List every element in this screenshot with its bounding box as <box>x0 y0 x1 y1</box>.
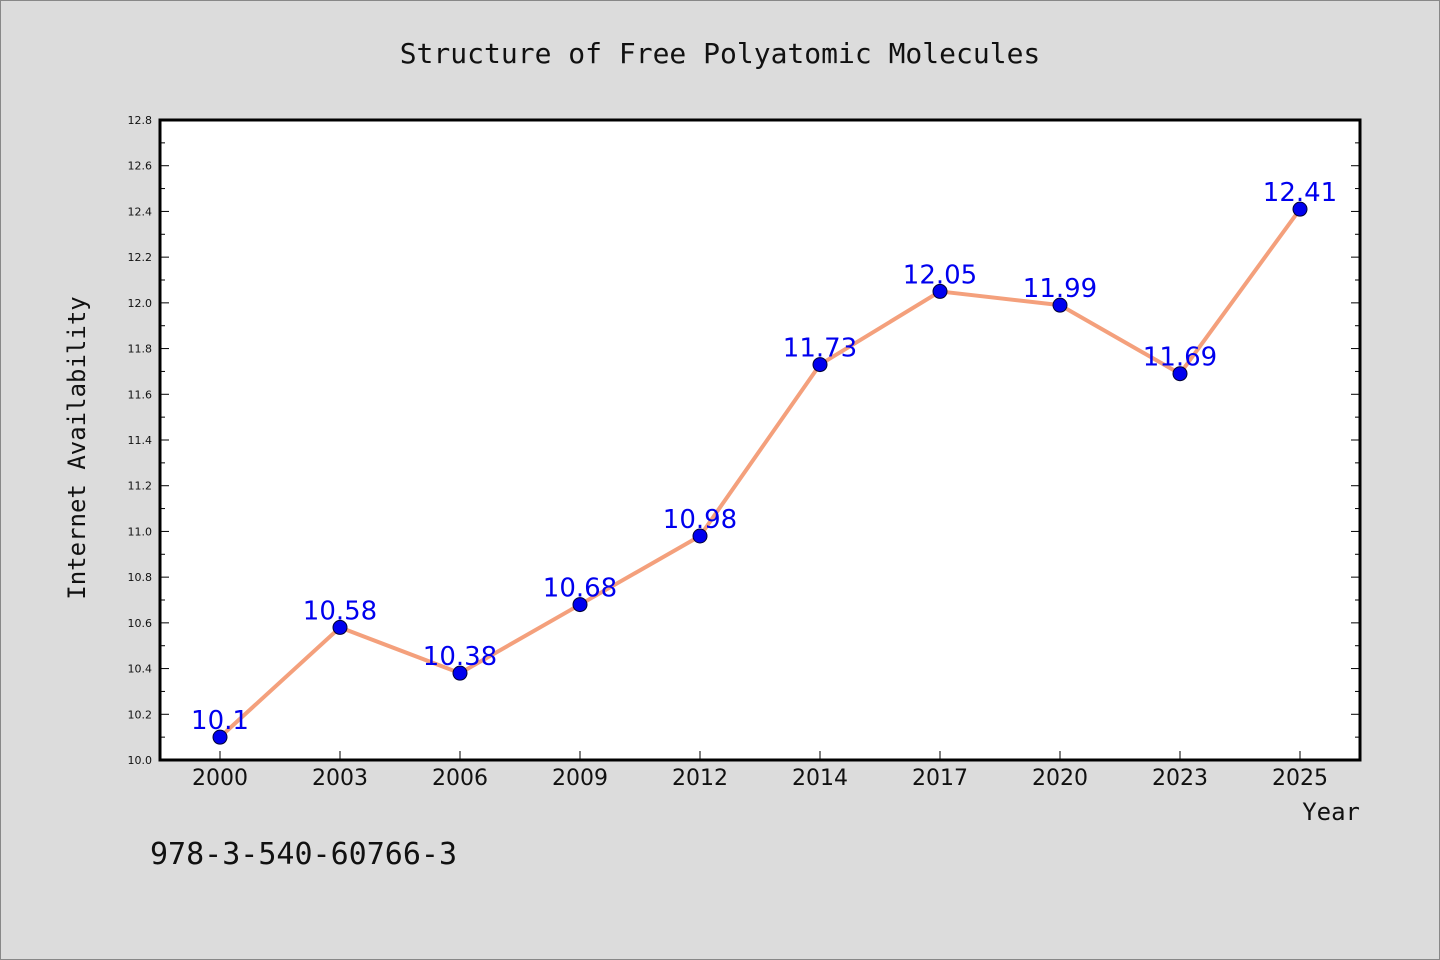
x-tick-label: 2012 <box>672 766 728 791</box>
y-tick-label: 10.2 <box>128 708 153 721</box>
data-point <box>812 357 828 373</box>
data-label: 10.98 <box>663 505 737 535</box>
data-point <box>212 729 228 745</box>
data-markers <box>212 201 1308 745</box>
series-line <box>218 207 1302 740</box>
chart-title: Structure of Free Polyatomic Molecules <box>400 37 1041 70</box>
data-labels: 10.1 10.58 10.38 10.68 10.98 11.73 12.05 11.99 1… <box>191 178 1337 736</box>
data-label: 12.05 <box>903 260 977 290</box>
y-tick-label: 10.4 <box>128 663 153 676</box>
x-tick-label: 2003 <box>312 766 368 791</box>
data-label: 12.41 <box>1263 178 1337 208</box>
data-label: 11.73 <box>783 334 857 364</box>
data-label: 11.69 <box>1143 343 1217 373</box>
y-tick-label: 11.0 <box>128 525 153 538</box>
data-point <box>1292 201 1308 217</box>
y-tick-label: 12.4 <box>128 205 153 218</box>
isbn-footer: 978-3-540-60766-3 <box>150 837 457 872</box>
y-axis-ticks: 10.0 10.2 10.4 10.6 10.8 11.0 11.2 11.4 11.6 11.8… <box>128 114 1360 767</box>
y-tick-label: 10.8 <box>128 571 153 584</box>
x-tick-label: 2009 <box>552 766 608 791</box>
y-tick-label: 10.0 <box>128 754 153 767</box>
y-tick-label: 11.8 <box>128 343 153 356</box>
data-label: 10.1 <box>191 706 249 736</box>
x-axis-label: Year <box>1302 798 1360 826</box>
data-point <box>332 619 348 635</box>
x-tick-label: 2017 <box>912 766 968 791</box>
x-tick-label: 2000 <box>192 766 248 791</box>
data-point <box>692 528 708 544</box>
data-label: 10.38 <box>423 642 497 672</box>
data-point <box>932 283 948 299</box>
plot-area <box>160 120 1360 760</box>
data-label: 10.58 <box>303 596 377 626</box>
data-point <box>1172 366 1188 382</box>
x-tick-label: 2023 <box>1152 766 1208 791</box>
y-tick-label: 12.6 <box>128 160 153 173</box>
x-tick-label: 2020 <box>1032 766 1088 791</box>
x-axis-ticks: 2000 2003 2006 2009 2012 2014 2017 2020 2023 2025 <box>192 751 1328 791</box>
data-label: 11.99 <box>1023 274 1097 304</box>
y-tick-label: 11.2 <box>128 480 153 493</box>
y-axis-label: Internet Availability <box>63 296 91 599</box>
data-label: 10.68 <box>543 574 617 604</box>
y-tick-label: 11.4 <box>128 434 153 447</box>
data-point <box>1052 297 1068 313</box>
x-tick-label: 2025 <box>1272 766 1328 791</box>
y-tick-label: 12.2 <box>128 251 153 264</box>
y-tick-label: 12.0 <box>128 297 153 310</box>
plot-frame <box>158 118 1362 762</box>
data-point <box>572 597 588 613</box>
y-tick-label: 11.6 <box>128 388 153 401</box>
y-tick-label: 10.6 <box>128 617 153 630</box>
x-tick-label: 2014 <box>792 766 848 791</box>
y-tick-label: 12.8 <box>128 114 153 127</box>
data-point <box>452 665 468 681</box>
x-tick-label: 2006 <box>432 766 488 791</box>
